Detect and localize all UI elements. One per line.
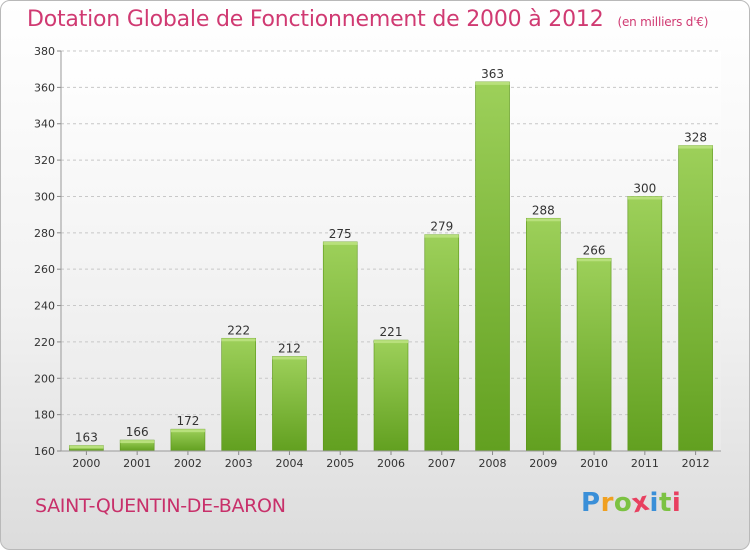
x-tick-label: 2002: [174, 457, 202, 470]
bar-highlight: [170, 429, 205, 433]
x-tick-label: 2001: [123, 457, 151, 470]
brand-letter: P: [581, 488, 601, 518]
brand-letter: t: [658, 488, 672, 518]
bar-highlight: [120, 440, 155, 444]
y-tick-label: 360: [34, 81, 55, 94]
bar-value-label: 288: [532, 203, 555, 217]
y-axis: 160 180 200 220 240 260 280 300 320 340 360 380: [34, 45, 62, 458]
bar-highlight: [272, 356, 307, 360]
bar-highlight: [424, 234, 459, 238]
chart-title-text: Dotation Globale de Fonctionnement de 20…: [27, 7, 604, 32]
y-tick-label: 280: [34, 227, 55, 240]
x-tick-label: 2003: [225, 457, 253, 470]
bar-highlight: [475, 81, 510, 85]
bar: [678, 145, 713, 452]
bar-value-label: 300: [633, 181, 656, 195]
brand-letter: i: [671, 488, 682, 518]
bar-value-label: 163: [75, 431, 98, 445]
bar-highlight: [221, 338, 256, 342]
bar-value-label: 172: [176, 414, 199, 428]
bar-highlight: [323, 241, 358, 245]
x-tick-label: 2000: [72, 457, 100, 470]
bar-value-label: 275: [329, 227, 352, 241]
y-tick-label: 300: [34, 190, 55, 203]
bar: [221, 337, 256, 452]
bar-highlight: [374, 340, 408, 344]
y-tick-label: 380: [34, 45, 55, 58]
bar-highlight: [577, 258, 612, 262]
bar: [424, 234, 460, 452]
chart-title: Dotation Globale de Fonctionnement de 20…: [27, 7, 708, 32]
x-tick-label: 2008: [479, 457, 507, 470]
brand-letter: i: [649, 488, 659, 518]
bar-value-label: 212: [278, 341, 301, 355]
bar: [475, 81, 510, 452]
brand-letter: r: [600, 488, 614, 518]
bar-highlight: [69, 445, 104, 449]
bar: [526, 217, 561, 452]
bar-value-label: 266: [583, 243, 606, 257]
chart-subtitle: (en milliers d'€): [617, 15, 709, 29]
y-tick-label: 260: [34, 263, 55, 276]
y-tick-label: 340: [34, 118, 55, 131]
bar-value-label: 221: [380, 325, 403, 339]
bar-value-label: 279: [430, 220, 453, 234]
bar: [322, 241, 358, 452]
x-tick-label: 2007: [428, 457, 456, 470]
bars: 163 166 172 222 212 275 221 279 363 288 266 300 328: [69, 67, 713, 452]
bar-value-label: 328: [684, 131, 707, 145]
bar: [272, 356, 307, 452]
y-tick-label: 160: [34, 445, 55, 458]
y-tick-label: 320: [34, 154, 55, 167]
x-tick-label: 2006: [377, 457, 405, 470]
x-tick-label: 2009: [529, 457, 557, 470]
x-tick-label: 2010: [580, 457, 608, 470]
y-tick-label: 180: [34, 409, 55, 422]
commune-name: SAINT-QUENTIN-DE-BARON: [35, 495, 286, 517]
x-tick-label: 2011: [631, 457, 659, 470]
bar-value-label: 166: [126, 425, 149, 439]
y-tick-label: 220: [34, 336, 55, 349]
x-tick-label: 2012: [682, 457, 710, 470]
y-tick-label: 200: [34, 372, 55, 385]
bar: [170, 428, 206, 452]
bar: [576, 257, 612, 452]
bar-highlight: [627, 196, 662, 200]
bar: [373, 339, 409, 452]
bar-highlight: [526, 218, 561, 222]
x-axis: 2000 2001 2002 2003 2004 2005 2006 2007 2008 2009…: [61, 450, 721, 470]
bar: [627, 196, 663, 452]
x-tick-label: 2004: [275, 457, 303, 470]
brand-logo[interactable]: Proxiti: [581, 487, 682, 520]
brand-letter: o: [613, 488, 633, 518]
y-tick-label: 240: [34, 300, 55, 313]
x-tick-label: 2005: [326, 457, 354, 470]
bar-value-label: 363: [481, 67, 504, 81]
bar-value-label: 222: [227, 323, 250, 337]
bar-highlight: [678, 145, 713, 149]
